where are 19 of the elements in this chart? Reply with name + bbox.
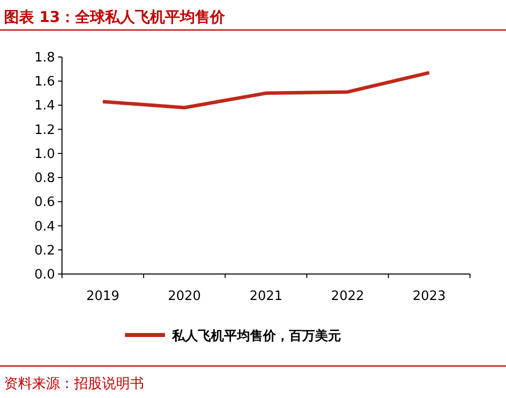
y-tick-label: 0.0 [34, 268, 55, 282]
x-tick-label: 2022 [331, 289, 364, 304]
y-tick-label: 1.2 [34, 122, 55, 138]
legend-label: 私人飞机平均售价，百万美元 [171, 328, 341, 344]
y-tick-label: 1.0 [34, 146, 55, 162]
y-tick-label: 1.6 [34, 74, 55, 90]
y-tick-label: 0.4 [34, 219, 55, 234]
y-tick-label: 0.2 [34, 243, 55, 258]
x-tick-label: 2019 [86, 289, 120, 304]
y-tick-label: 0.8 [34, 171, 55, 186]
text: 资料来源：招股说明书 [4, 376, 144, 392]
chart-title: 图表 13：全球私人飞机平均售价 [4, 8, 226, 26]
y-tick-label: 0.6 [34, 195, 55, 210]
x-tick-label: 2021 [249, 289, 283, 304]
x-tick-label: 2020 [168, 289, 201, 304]
x-tick-label: 2023 [412, 289, 446, 304]
y-tick-label: 1.8 [34, 50, 55, 66]
line-series [101, 70, 431, 110]
y-tick-label: 1.4 [34, 98, 55, 114]
